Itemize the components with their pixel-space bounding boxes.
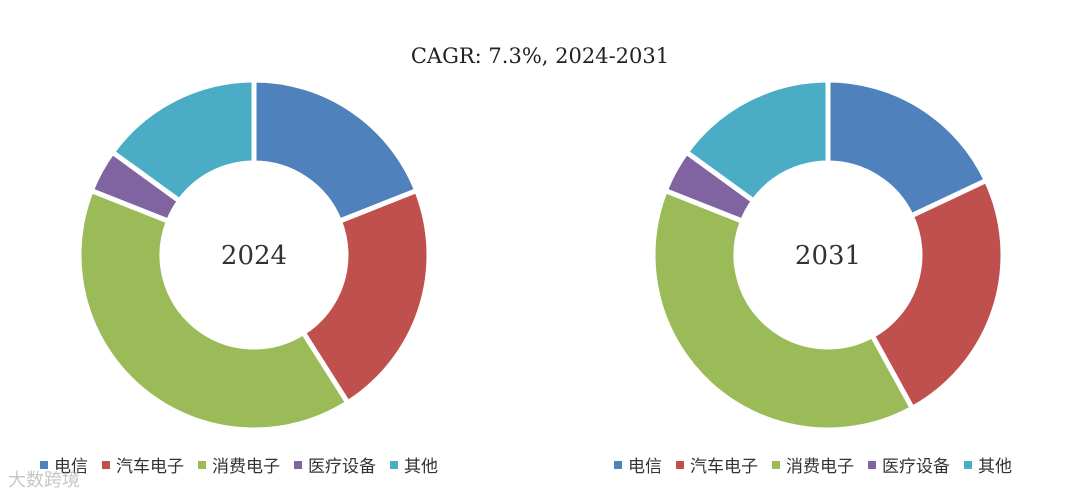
- center-label-0: 2024: [221, 241, 287, 271]
- legend-label: 消费电子: [786, 457, 854, 477]
- legend-swatch: [614, 460, 622, 469]
- legend-swatch: [868, 460, 876, 469]
- legend-item-0: 电信: [40, 452, 88, 477]
- legend-label: 汽车电子: [690, 457, 758, 477]
- legend-swatch: [102, 460, 110, 469]
- donut-chart-2024: 2024: [76, 77, 432, 433]
- slice-2031-1: [868, 177, 1006, 412]
- legend-label: 电信: [628, 457, 662, 477]
- legend-item-1: 汽车电子: [676, 452, 758, 477]
- legend-label: 汽车电子: [116, 457, 184, 477]
- legend-2031: 电信 汽车电子 消费电子 医疗设备 其他: [614, 452, 1012, 477]
- slice-2024-1: [299, 187, 432, 407]
- legend-swatch: [964, 460, 972, 469]
- legend-item-1: 汽车电子: [102, 452, 184, 477]
- legend-swatch: [390, 460, 398, 469]
- legend-item-0: 电信: [614, 452, 662, 477]
- legend-label: 电信: [54, 457, 88, 477]
- legend-item-2: 消费电子: [772, 452, 854, 477]
- legend-swatch: [198, 460, 206, 469]
- slice-2031-2: [650, 187, 916, 433]
- legend-swatch: [40, 460, 48, 469]
- slice-2031-4: [682, 77, 831, 205]
- legend-label: 其他: [978, 457, 1012, 477]
- slice-2024-2: [76, 187, 352, 433]
- legend-label: 医疗设备: [882, 457, 950, 477]
- legend-swatch: [294, 460, 302, 469]
- legend-item-4: 其他: [964, 452, 1012, 477]
- donut-chart-2031: 2031: [650, 77, 1006, 433]
- center-label-1: 2031: [795, 241, 861, 271]
- legend-label: 其他: [404, 457, 438, 477]
- legend-item-2: 消费电子: [198, 452, 280, 477]
- slice-2024-4: [108, 77, 257, 205]
- legend-item-4: 其他: [390, 452, 438, 477]
- legend-item-3: 医疗设备: [294, 452, 376, 477]
- watermark-text: 大数跨境: [8, 470, 80, 491]
- legend-2024: 电信 汽车电子 消费电子 医疗设备 其他: [40, 452, 438, 477]
- legend-swatch: [676, 460, 684, 469]
- legend-item-3: 医疗设备: [868, 452, 950, 477]
- chart-subtitle: CAGR: 7.3%, 2024-2031: [410, 44, 670, 68]
- legend-swatch: [772, 460, 780, 469]
- slice-2024-0: [251, 77, 420, 225]
- legend-label: 医疗设备: [308, 457, 376, 477]
- legend-label: 消费电子: [212, 457, 280, 477]
